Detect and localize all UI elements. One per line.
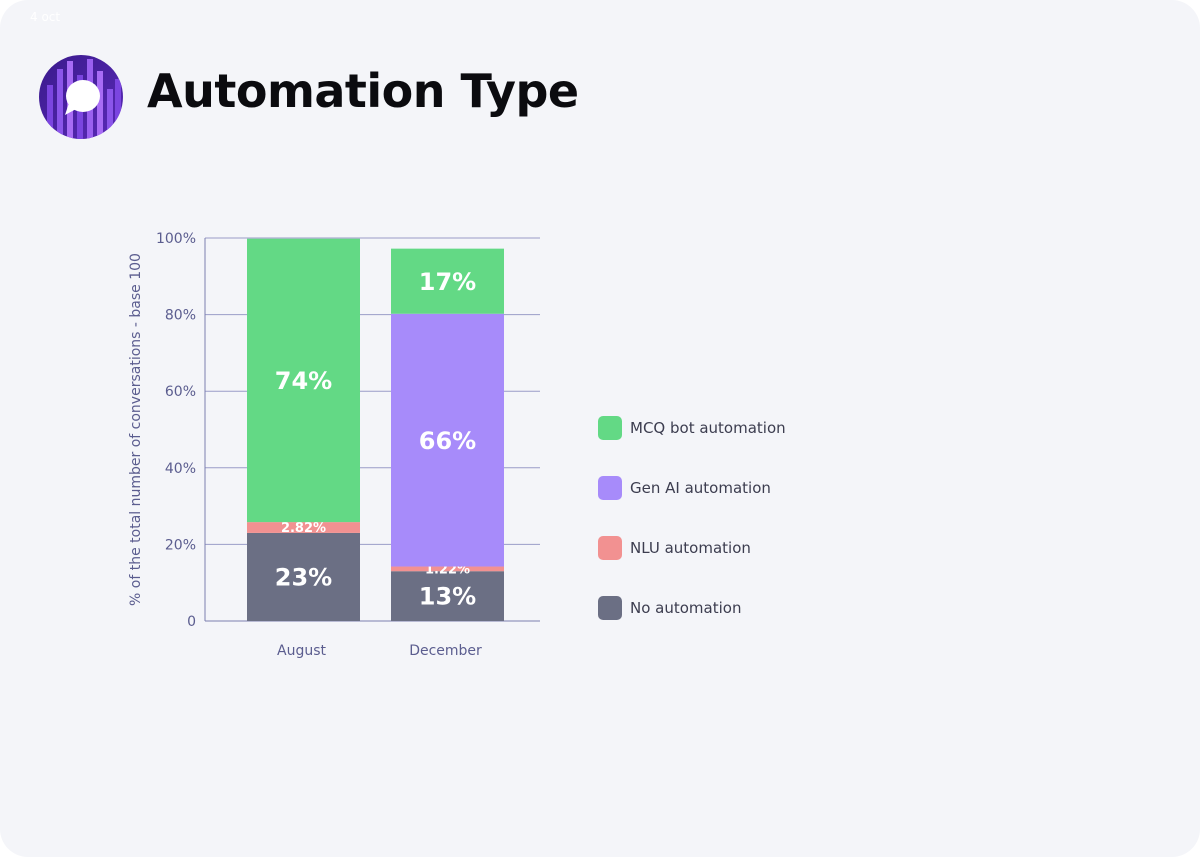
legend-item: NLU automation (598, 536, 751, 560)
data-label: 74% (275, 367, 332, 395)
data-label: 66% (419, 427, 476, 455)
legend-item: Gen AI automation (598, 476, 771, 500)
data-label: 2.82% (281, 521, 326, 536)
date-label: 4 oct (30, 10, 61, 24)
legend-item: MCQ bot automation (598, 416, 786, 440)
bar-segment-mcq-bot-automation (391, 248, 504, 314)
legend-label: No automation (630, 599, 742, 617)
x-tick-label: December (409, 643, 482, 659)
data-label: 13% (419, 583, 476, 611)
y-tick-label: 60% (165, 384, 196, 400)
y-tick-label: 40% (165, 461, 196, 477)
page-title: Automation Type (147, 64, 579, 118)
bar-segment-no-automation (391, 571, 504, 621)
chat-bubble-icon (39, 55, 123, 139)
legend-swatch (598, 476, 622, 500)
data-label: 17% (419, 268, 476, 296)
y-tick-label: 100% (156, 231, 196, 247)
y-tick-label: 0 (187, 614, 196, 630)
legend-swatch (598, 596, 622, 620)
y-tick-label: 20% (165, 537, 196, 553)
bar-segment-no-automation (247, 532, 360, 621)
bar-segment-nlu-automation (391, 566, 504, 572)
bar-segment-gen-ai-automation (391, 313, 504, 567)
legend-swatch (598, 536, 622, 560)
legend-item: No automation (598, 596, 741, 620)
data-label: 23% (275, 564, 332, 592)
legend-swatch (598, 416, 622, 440)
legend-label: Gen AI automation (630, 479, 771, 497)
bar-segment-nlu-automation (247, 522, 360, 533)
legend-label: MCQ bot automation (630, 419, 786, 437)
x-tick-label: August (277, 643, 327, 659)
y-axis-title: % of the total number of conversations -… (128, 253, 144, 606)
y-tick-label: 80% (165, 308, 196, 324)
bar-segment-mcq-bot-automation (247, 238, 360, 523)
legend-label: NLU automation (630, 539, 751, 557)
